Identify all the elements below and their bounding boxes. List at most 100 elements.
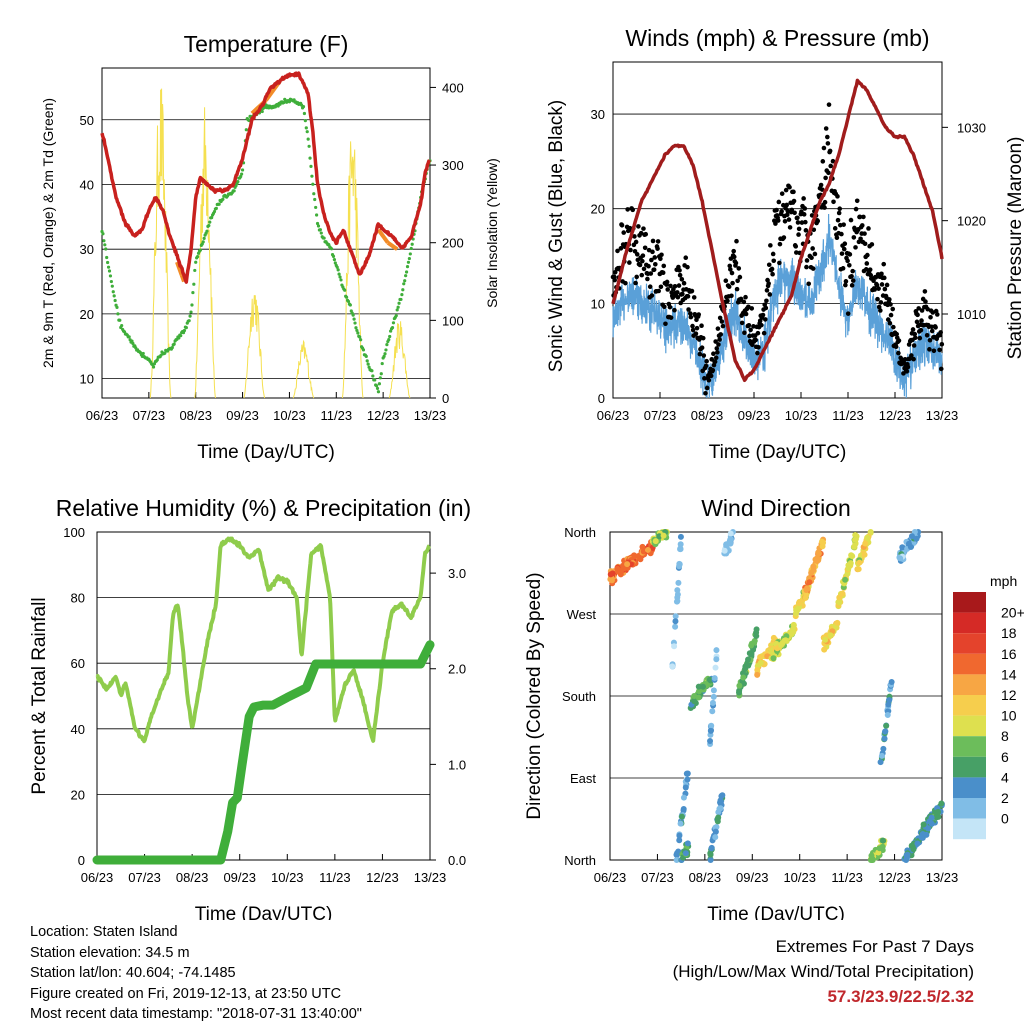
dewpoint-point [106, 260, 110, 265]
direction-point [708, 722, 715, 729]
gust-point [766, 281, 771, 286]
direction-point [918, 834, 925, 841]
dewpoint-point [404, 270, 409, 274]
gust-point [891, 324, 896, 330]
direction-point [652, 538, 659, 545]
dewpoint-point [208, 220, 212, 224]
direction-point [684, 770, 691, 777]
gust-point [679, 276, 685, 282]
wind-series [612, 213, 943, 399]
gust-point [668, 283, 673, 289]
gust-point [728, 267, 733, 272]
direction-point [680, 806, 687, 813]
gust-point [837, 206, 843, 211]
dewpoint-point [371, 374, 375, 378]
gust-point [641, 226, 646, 231]
gust-point [859, 223, 865, 228]
elevation-text: Station elevation: 34.5 m [30, 944, 190, 961]
x-tick-label: 12/23 [366, 870, 399, 885]
dewpoint-point [396, 305, 400, 309]
gust-point [822, 205, 827, 210]
dewpoint-point [104, 247, 108, 251]
direction-point [914, 840, 921, 847]
direction-point [709, 699, 716, 706]
dewpoint-point [116, 312, 120, 316]
dewpoint-point [409, 246, 413, 251]
speed-legend: mph 20+ 18 16 14 12 10 8 6 4 2 0 [953, 573, 1024, 840]
direction-point [631, 553, 638, 560]
gust-point [647, 284, 653, 290]
gust-point [914, 319, 920, 325]
dewpoint-point [378, 376, 382, 380]
dewpoint-point [344, 295, 349, 299]
gust-point [802, 206, 808, 211]
legend-swatch [953, 653, 986, 675]
gust-point [828, 163, 834, 169]
y-axis-label: Percent & Total Rainfall [29, 597, 50, 794]
direction-point [788, 630, 795, 637]
dewpoint-point [376, 390, 381, 394]
direction-point [926, 818, 933, 825]
x-tick-label: 11/23 [832, 408, 864, 423]
gust-point [615, 248, 620, 254]
legend-swatch [953, 736, 986, 757]
gust-point [713, 339, 718, 344]
gust-point [751, 324, 756, 329]
dewpoint-point [163, 351, 167, 355]
direction-point [644, 546, 651, 553]
y-axis-label: Sonic Wind & Gust (Blue, Black) [546, 100, 567, 372]
gust-point [713, 355, 719, 360]
gust-point [731, 248, 736, 254]
dewpoint-point [307, 144, 311, 148]
chart-title: Temperature (F) [184, 31, 349, 57]
dewpoint-point [141, 351, 145, 356]
gust-point [743, 311, 749, 317]
direction-point [669, 663, 676, 670]
gust-point [803, 228, 809, 233]
gust-point [826, 102, 832, 107]
gust-point [811, 227, 817, 233]
direction-point [778, 642, 785, 649]
dewpoint-point [330, 247, 334, 251]
gust-point [718, 332, 724, 337]
gust-point [742, 330, 747, 336]
direction-point [882, 728, 889, 735]
dewpoint-point [373, 378, 377, 382]
recent-text: Most recent data timestamp: "2018-07-31 … [30, 1006, 362, 1022]
gust-point [869, 242, 875, 247]
gust-point [779, 209, 784, 214]
gust-point [823, 175, 828, 181]
gust-point [853, 245, 858, 250]
gust-point [704, 385, 710, 391]
gust-point [847, 262, 852, 268]
dewpoint-point [401, 288, 405, 292]
dewpoint-point [380, 361, 384, 366]
extremes-title: Extremes For Past 7 Days [775, 937, 974, 956]
gust-point [743, 294, 748, 300]
dewpoint-point [337, 272, 341, 276]
gust-point [865, 252, 870, 258]
y-tick-label: North [564, 853, 596, 868]
dewpoint-point [131, 341, 135, 346]
direction-point [822, 636, 829, 643]
direction-point [812, 556, 819, 563]
gust-point [906, 342, 912, 347]
direction-point [908, 533, 915, 540]
gust-point [700, 335, 706, 341]
direction-point [821, 646, 828, 653]
direction-point [883, 722, 890, 729]
gust-point [767, 292, 773, 297]
gust-point [730, 280, 735, 286]
gust-point [656, 288, 661, 294]
y-tick-label: 0 [598, 391, 605, 406]
gust-point [703, 363, 709, 369]
gust-point [648, 271, 654, 276]
gust-point [748, 327, 753, 333]
gust-point [887, 320, 893, 326]
y-tick-label: North [564, 525, 596, 540]
gust-point [781, 235, 787, 240]
dewpoint-point [170, 346, 174, 350]
gust-point [660, 270, 666, 276]
dewpoint-point [354, 326, 358, 330]
